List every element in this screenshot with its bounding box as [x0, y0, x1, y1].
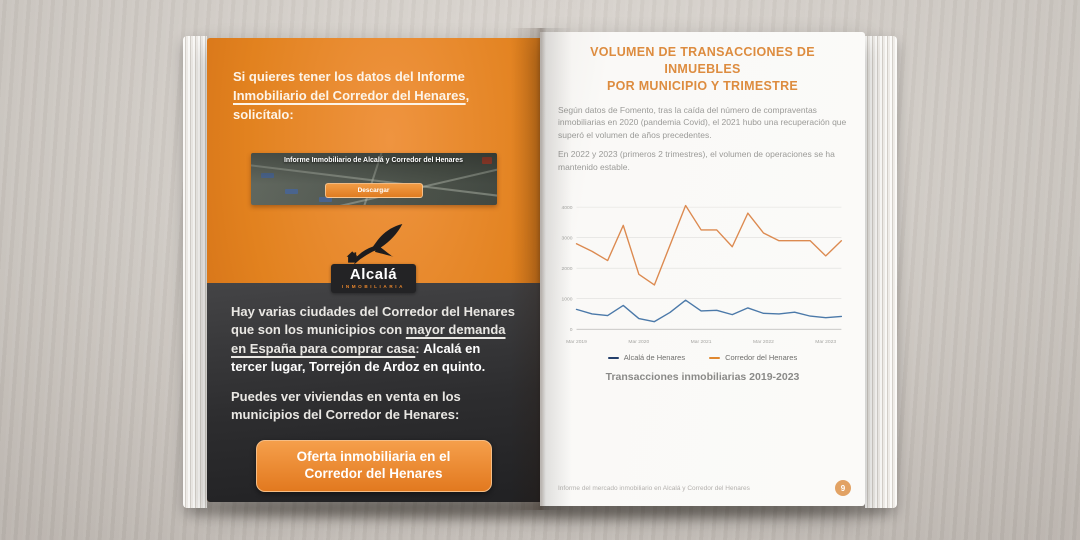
page-stack-right [865, 36, 897, 508]
chart-legend: Alcalá de Henares Corredor del Henares [540, 353, 865, 362]
legend-label-alcala: Alcalá de Henares [623, 353, 686, 363]
title-line2: POR MUNICIPIO Y TRIMESTRE [606, 78, 799, 93]
right-page: VOLUMEN DE TRANSACCIONES DE INMUEBLES PO… [540, 32, 865, 506]
p1-bold: Alcalá en tercer lugar, Torrejón de Ardo… [231, 340, 486, 375]
stork-icon [346, 223, 402, 265]
intro-line2-rest: , solicítalo: [233, 87, 470, 122]
intro-line2-underlined: Inmobiliario del Corredor del Henares [233, 87, 466, 103]
map-label-decor [284, 188, 298, 194]
legend-swatch-alcala [607, 356, 619, 360]
svg-text:4000: 4000 [561, 205, 572, 211]
logo-name: Alcalá [349, 265, 398, 283]
svg-text:3000: 3000 [561, 236, 572, 242]
svg-text:0: 0 [569, 327, 572, 333]
cta-line1: Oferta inmobiliaria en el [296, 448, 451, 464]
paragraph-demand: Hay varias ciudades del Corredor del Hen… [231, 303, 516, 377]
svg-text:Mar 2019: Mar 2019 [566, 339, 587, 345]
page-number-badge: 9 [835, 480, 851, 496]
dark-panel: Hay varias ciudades del Corredor del Hen… [207, 283, 540, 502]
svg-text:Mar 2022: Mar 2022 [753, 339, 774, 345]
logo-text-box: Alcalá INMOBILIARIA [330, 263, 417, 294]
page-footer: Informe del mercado inmobiliario en Alca… [558, 480, 851, 496]
p1-normal: Hay varias ciudades del Corredor del Hen… [231, 304, 515, 338]
page-title: VOLUMEN DE TRANSACCIONES DE INMUEBLES PO… [554, 44, 851, 95]
p1-underlined: mayor demanda en España para comprar cas… [231, 322, 506, 356]
svg-text:1000: 1000 [561, 297, 572, 303]
body-paragraph-2: En 2022 y 2023 (primeros 2 trimestres), … [558, 148, 835, 172]
legend-label-corredor: Corredor del Henares [725, 353, 798, 363]
svg-text:Mar 2023: Mar 2023 [815, 339, 836, 345]
legend-item-corredor: Corredor del Henares [709, 353, 797, 362]
transactions-chart: 0 1000 2000 3000 4000 Mar 2019 Mar 2020 Mar 202… [561, 205, 842, 345]
open-book: Si quieres tener los datos del Informe I… [183, 28, 897, 518]
download-button[interactable]: Descargar [324, 182, 423, 198]
cta-line2: Corredor del Henares [304, 466, 443, 482]
legend-swatch-corredor [709, 356, 721, 360]
paragraph-viviendas: Puedes ver viviendas en venta en los mun… [231, 388, 461, 423]
chart-area: 0 1000 2000 3000 4000 Mar 2019 Mar 2020 Mar 202… [540, 183, 865, 383]
logo-subtitle: INMOBILIARIA [341, 284, 406, 290]
banner-title: Informe Inmobiliario de Alcalá y Corredo… [283, 156, 464, 164]
report-banner[interactable]: Informe Inmobiliario de Alcalá y Corredo… [250, 152, 497, 205]
alcala-logo: Alcalá INMOBILIARIA [207, 223, 540, 294]
p1-separator: : [415, 340, 424, 356]
map-label-decor [318, 196, 332, 202]
svg-text:Mar 2021: Mar 2021 [690, 339, 711, 345]
legend-item-alcala: Alcalá de Henares [607, 353, 686, 363]
title-line1: VOLUMEN DE TRANSACCIONES DE INMUEBLES [590, 45, 815, 76]
page-stack-left [183, 36, 207, 508]
cta-offer-button[interactable]: Oferta inmobiliaria en el Corredor del H… [255, 439, 492, 492]
footer-text: Informe del mercado inmobiliario en Alca… [558, 484, 750, 492]
left-page: Si quieres tener los datos del Informe I… [207, 38, 540, 502]
body-paragraph-1: Según datos de Fomento, tras la caída de… [558, 104, 847, 141]
intro-text: Si quieres tener los datos del Informe I… [233, 68, 514, 125]
map-flag-decor [481, 156, 492, 164]
intro-line1: Si quieres tener los datos del Informe [233, 69, 465, 84]
map-label-decor [260, 172, 274, 178]
svg-text:2000: 2000 [561, 266, 572, 272]
chart-caption: Transacciones inmobiliarias 2019-2023 [605, 371, 800, 384]
svg-text:Mar 2020: Mar 2020 [628, 339, 649, 345]
